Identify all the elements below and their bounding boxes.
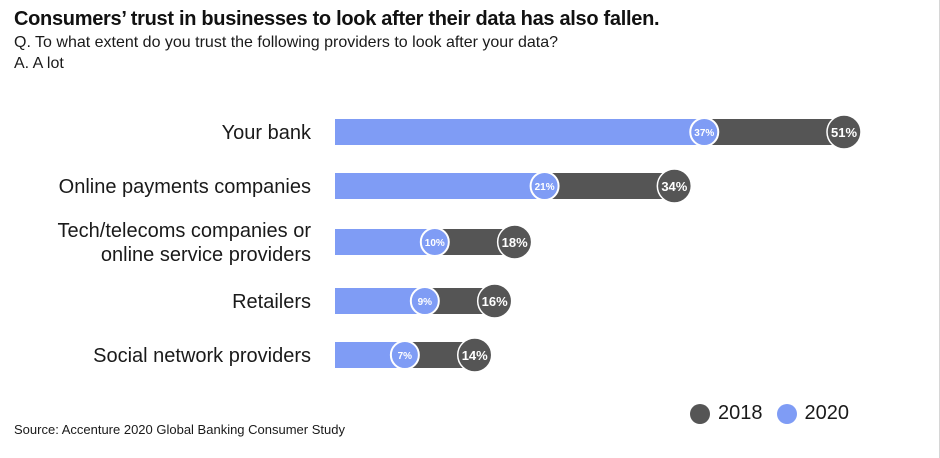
point-2020 bbox=[689, 117, 720, 147]
legend-item-2020: 2020 bbox=[776, 402, 850, 425]
category-label: Social network providers bbox=[93, 345, 311, 367]
data-label-2020: 21% bbox=[535, 182, 555, 193]
category-label: Your bank bbox=[222, 122, 312, 144]
data-label-2018: 51% bbox=[831, 125, 857, 140]
legend-swatch-2020 bbox=[776, 403, 797, 424]
chart-title: Consumers’ trust in businesses to look a… bbox=[14, 8, 660, 30]
point-2018 bbox=[456, 337, 493, 373]
legend-swatch-2018 bbox=[690, 403, 710, 424]
point-2018 bbox=[826, 114, 862, 150]
point-2020 bbox=[409, 286, 440, 316]
data-label-2020: 10% bbox=[425, 238, 445, 249]
category-label: Tech/telecoms companies or bbox=[58, 220, 312, 242]
data-label-2020: 9% bbox=[418, 297, 433, 308]
bar-2020 bbox=[335, 119, 705, 145]
point-2018 bbox=[476, 283, 513, 319]
bar-chart: 51% 37% Your bank 34% 21% Online payments com… bbox=[58, 114, 862, 373]
data-label-2018: 34% bbox=[661, 179, 687, 194]
bar-2020 bbox=[335, 173, 545, 199]
point-2020 bbox=[529, 171, 560, 201]
data-label-2018: 14% bbox=[462, 348, 488, 363]
chart-question: Q. To what extent do you trust the follo… bbox=[14, 34, 559, 51]
point-2020 bbox=[389, 340, 420, 370]
data-label-2020: 37% bbox=[694, 128, 714, 139]
data-label-2018: 18% bbox=[502, 235, 528, 250]
data-label-2020: 7% bbox=[398, 351, 413, 362]
category-label: Online payments companies bbox=[59, 176, 311, 198]
point-2018 bbox=[656, 168, 693, 204]
category-label: online service providers bbox=[101, 244, 311, 266]
category-label: Retailers bbox=[232, 291, 311, 313]
data-label-2018: 16% bbox=[482, 294, 508, 309]
legend-item-2018: 2018 bbox=[690, 402, 763, 425]
chart-source: Source: Accenture 2020 Global Banking Co… bbox=[14, 422, 345, 437]
bar-2020 bbox=[335, 229, 435, 255]
point-2020 bbox=[419, 227, 450, 257]
point-2018 bbox=[496, 224, 533, 260]
chart-legend: 2018 2020 bbox=[690, 402, 863, 425]
legend-label-2020: 2020 bbox=[804, 402, 850, 424]
legend-label-2018: 2018 bbox=[718, 402, 763, 424]
chart-answer: A. A lot bbox=[14, 55, 64, 72]
